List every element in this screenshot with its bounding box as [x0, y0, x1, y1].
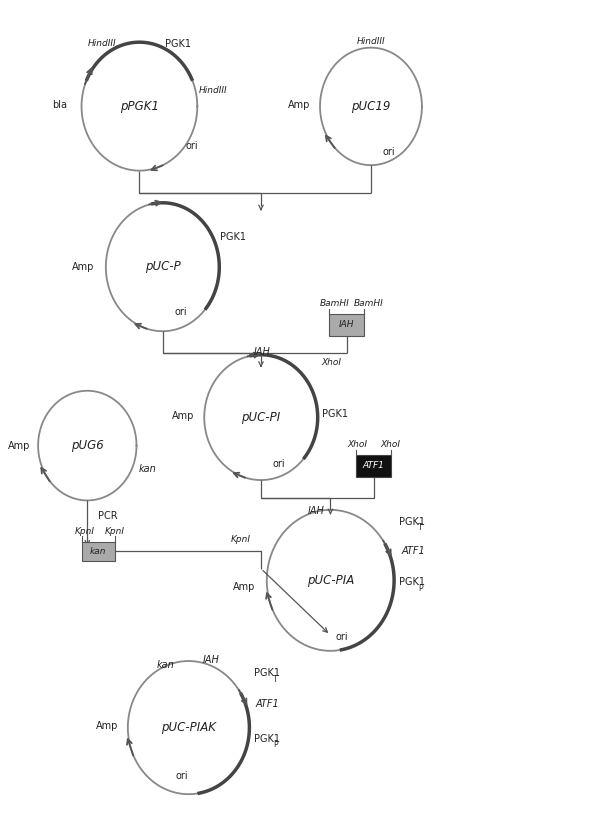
Text: Amp: Amp — [233, 582, 255, 592]
Text: ATF1: ATF1 — [401, 546, 425, 556]
Text: KpnI: KpnI — [75, 526, 95, 535]
Text: IAH: IAH — [203, 655, 220, 665]
Bar — [356, 455, 391, 477]
Text: HindIII: HindIII — [356, 37, 385, 46]
Text: IAH: IAH — [254, 347, 271, 357]
Text: PGK1: PGK1 — [399, 577, 425, 587]
Text: ori: ori — [175, 771, 188, 781]
Text: PGK1: PGK1 — [254, 734, 280, 743]
Text: pPGK1: pPGK1 — [120, 100, 159, 113]
Text: T: T — [418, 523, 423, 532]
Text: pUC-PIA: pUC-PIA — [307, 574, 354, 587]
Text: pUC19: pUC19 — [352, 100, 391, 113]
Text: IAH: IAH — [308, 507, 324, 517]
Text: kan: kan — [156, 660, 174, 670]
Text: XhoI: XhoI — [348, 440, 368, 449]
Text: KpnI: KpnI — [230, 535, 251, 544]
Text: IAH: IAH — [339, 321, 355, 330]
Text: pUC-P: pUC-P — [145, 260, 180, 273]
Text: PGK1: PGK1 — [322, 410, 348, 419]
Text: XhoI: XhoI — [322, 358, 342, 367]
Text: KpnI: KpnI — [105, 526, 125, 535]
Bar — [81, 542, 115, 561]
Text: Amp: Amp — [96, 721, 118, 731]
Text: bla: bla — [52, 100, 67, 110]
Text: P: P — [273, 740, 278, 749]
Text: ATF1: ATF1 — [363, 462, 385, 471]
Bar — [329, 314, 364, 336]
Text: P: P — [418, 583, 423, 592]
Text: Amp: Amp — [72, 262, 94, 272]
Text: PGK1: PGK1 — [165, 39, 192, 49]
Text: ori: ori — [382, 147, 395, 157]
Text: kan: kan — [90, 547, 107, 556]
Text: Amp: Amp — [288, 100, 310, 110]
Text: HindIII: HindIII — [87, 38, 116, 47]
Text: BamHI: BamHI — [320, 299, 350, 308]
Text: PGK1: PGK1 — [254, 667, 280, 678]
Text: XhoI: XhoI — [381, 440, 401, 449]
Text: kan: kan — [138, 464, 156, 474]
Text: pUG6: pUG6 — [71, 439, 104, 452]
Text: PCR: PCR — [98, 511, 118, 521]
Text: ori: ori — [186, 140, 198, 151]
Text: PGK1: PGK1 — [221, 233, 247, 242]
Text: pUC-PI: pUC-PI — [241, 411, 280, 424]
Text: HindIII: HindIII — [198, 86, 227, 95]
Text: Amp: Amp — [8, 441, 31, 450]
Text: ATF1: ATF1 — [255, 699, 279, 709]
Text: BamHI: BamHI — [353, 299, 384, 308]
Text: ori: ori — [174, 308, 187, 317]
Text: PGK1: PGK1 — [399, 517, 425, 526]
Text: ori: ori — [273, 459, 285, 469]
Text: T: T — [273, 675, 278, 684]
Text: ori: ori — [335, 632, 348, 641]
Text: Amp: Amp — [172, 410, 194, 421]
Text: pUC-PIAK: pUC-PIAK — [161, 721, 216, 734]
